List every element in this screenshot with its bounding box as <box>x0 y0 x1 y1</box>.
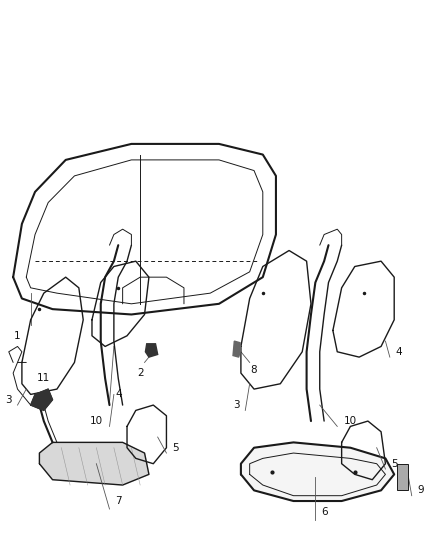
Text: 1: 1 <box>14 331 21 341</box>
Polygon shape <box>145 344 158 357</box>
Text: 5: 5 <box>391 459 398 469</box>
Text: 4: 4 <box>395 347 402 357</box>
Text: 7: 7 <box>115 496 122 506</box>
Text: 4: 4 <box>115 390 122 399</box>
Polygon shape <box>233 341 241 357</box>
Text: 10: 10 <box>90 416 103 426</box>
Text: 11: 11 <box>37 374 50 383</box>
Text: 10: 10 <box>344 416 357 426</box>
Polygon shape <box>241 442 394 501</box>
Polygon shape <box>31 389 53 410</box>
Text: 2: 2 <box>137 368 144 378</box>
Text: 3: 3 <box>233 400 240 410</box>
Text: 8: 8 <box>251 366 258 375</box>
Text: 9: 9 <box>417 486 424 495</box>
Text: 5: 5 <box>172 443 179 453</box>
Polygon shape <box>39 442 149 485</box>
Bar <box>398 464 408 490</box>
Text: 6: 6 <box>321 507 328 516</box>
Text: 3: 3 <box>5 395 12 405</box>
